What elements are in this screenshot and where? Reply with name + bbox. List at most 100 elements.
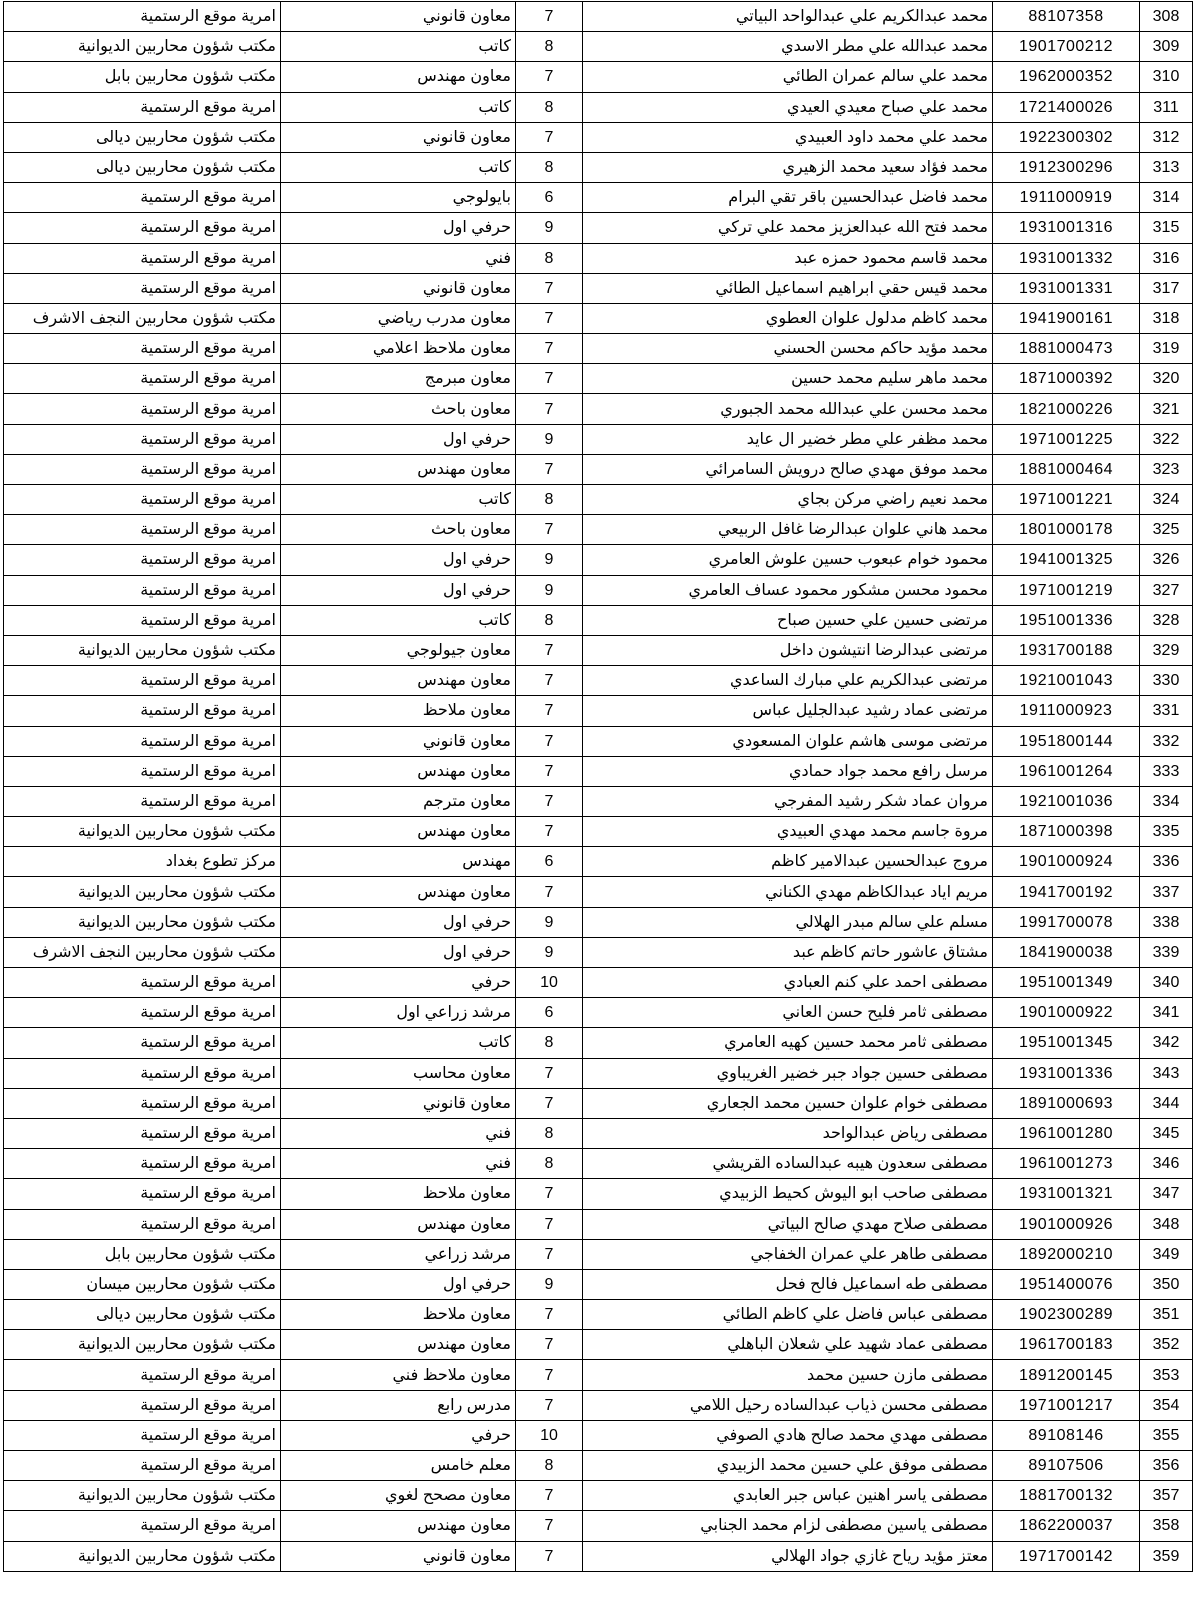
table-row: 312 1922300302 محمد علي محمد داود العبيدي 7… (3, 121, 1193, 153)
cell-grade-number: 7 (515, 302, 583, 335)
cell-full-name: محمد علي صباح معيدي العيدي (582, 91, 993, 123)
cell-office: امرية موقع الرستمية (3, 665, 281, 697)
cell-row-number: 311 (1139, 91, 1193, 123)
cell-office: امرية موقع الرستمية (3, 514, 281, 546)
cell-office: مكتب شؤون محاربين بابل (3, 1238, 281, 1270)
table-row: 315 1931001316 محمد فتح الله عبدالعزيز محم… (3, 212, 1193, 244)
cell-office: امرية موقع الرستمية (3, 785, 281, 818)
cell-id-number: 1961001264 (992, 755, 1140, 787)
cell-job-title: حرفي اول (280, 936, 516, 969)
table-row: 323 1881000464 محمد موفق مهدي صالح درويش ا… (3, 453, 1193, 486)
cell-job-title: معاون مهندس (280, 816, 516, 848)
cell-id-number: 1891200145 (992, 1359, 1140, 1391)
cell-office: امرية موقع الرستمية (3, 393, 281, 425)
cell-job-title: معلم خامس (280, 1449, 516, 1482)
table-row: 336 1901000924 مروج عبدالحسين عبدالامير كا… (3, 846, 1193, 878)
cell-grade-number: 7 (515, 1178, 583, 1210)
cell-grade-number: 8 (515, 242, 583, 274)
table-row: 342 1951001345 مصطفى ثامر محمد حسين كهيه ا… (3, 1027, 1193, 1059)
cell-id-number: 1931001332 (992, 242, 1140, 274)
cell-row-number: 315 (1139, 212, 1193, 244)
cell-row-number: 314 (1139, 182, 1193, 214)
cell-office: امرية موقع الرستمية (3, 91, 281, 123)
cell-grade-number: 7 (515, 1238, 583, 1270)
cell-id-number: 1862200037 (992, 1510, 1140, 1542)
cell-row-number: 358 (1139, 1510, 1193, 1542)
cell-row-number: 333 (1139, 755, 1193, 787)
table-row: 310 1962000352 محمد علي سالم عمران الطائي 7… (3, 61, 1193, 93)
cell-full-name: محمد عبدالله علي مطر الاسدي (582, 31, 993, 63)
cell-job-title: كاتب (280, 483, 516, 516)
cell-job-title: معاون جيولوجي (280, 634, 516, 667)
cell-grade-number: 7 (515, 0, 583, 33)
table-row: 320 1871000392 محمد ماهر سليم محمد حسين 7 مع… (3, 363, 1193, 395)
cell-job-title: حرفي اول (280, 544, 516, 576)
cell-full-name: مصطفى ياسر اهنين عباس جبر العابدي (582, 1480, 993, 1512)
cell-grade-number: 9 (515, 906, 583, 938)
table-row: 334 1921001036 مروان عماد شكر رشيد المفرجي… (3, 785, 1193, 818)
cell-grade-number: 6 (515, 182, 583, 214)
cell-id-number: 1951001345 (992, 1027, 1140, 1059)
cell-job-title: معاون قانوني (280, 121, 516, 153)
cell-grade-number: 7 (515, 816, 583, 848)
table-row: 354 1971001217 مصطفى محسن ذياب عبدالساده ر… (3, 1389, 1193, 1421)
cell-id-number: 1971001221 (992, 483, 1140, 516)
cell-job-title: كاتب (280, 91, 516, 123)
table-row: 348 1901000926 مصطفى صلاح مهدي صالح البيات… (3, 1208, 1193, 1240)
cell-office: امرية موقع الرستمية (3, 272, 281, 304)
cell-id-number: 88107358 (992, 0, 1140, 33)
cell-office: امرية موقع الرستمية (3, 363, 281, 395)
cell-row-number: 345 (1139, 1117, 1193, 1150)
cell-id-number: 1961001280 (992, 1117, 1140, 1150)
cell-grade-number: 7 (515, 725, 583, 757)
table-row: 352 1961700183 مصطفى عماد شهيد علي شعلان ا… (3, 1329, 1193, 1361)
cell-office: امرية موقع الرستمية (3, 1449, 281, 1482)
table-row: 330 1921001043 مرتضى عبدالكريم علي مبارك ا… (3, 665, 1193, 697)
cell-grade-number: 8 (515, 1117, 583, 1150)
cell-grade-number: 9 (515, 936, 583, 969)
cell-id-number: 1892000210 (992, 1238, 1140, 1270)
cell-full-name: محمد ماهر سليم محمد حسين (582, 363, 993, 395)
cell-row-number: 321 (1139, 393, 1193, 425)
cell-full-name: مروج عبدالحسين عبدالامير كاظم (582, 846, 993, 878)
cell-row-number: 319 (1139, 333, 1193, 365)
cell-grade-number: 7 (515, 333, 583, 365)
cell-row-number: 316 (1139, 242, 1193, 274)
cell-full-name: معتز مؤيد رياح غازي جواد الهلالي (582, 1540, 993, 1572)
table-row: 318 1941900161 محمد كاظم مدلول علوان العطو… (3, 302, 1193, 335)
cell-id-number: 89108146 (992, 1419, 1140, 1452)
cell-full-name: محمد عبدالكريم علي عبدالواحد البياتي (582, 0, 993, 33)
cell-id-number: 1901700212 (992, 31, 1140, 63)
table-row: 316 1931001332 محمد قاسم محمود حمزه عبد 8 فن… (3, 242, 1193, 274)
cell-job-title: معاون مهندس (280, 876, 516, 908)
cell-job-title: كاتب (280, 31, 516, 63)
cell-grade-number: 7 (515, 695, 583, 727)
cell-id-number: 1721400026 (992, 91, 1140, 123)
cell-job-title: معاون قانوني (280, 1087, 516, 1119)
cell-grade-number: 7 (515, 514, 583, 546)
cell-job-title: معاون محاسب (280, 1057, 516, 1089)
cell-row-number: 337 (1139, 876, 1193, 908)
cell-row-number: 335 (1139, 816, 1193, 848)
cell-id-number: 1971001217 (992, 1389, 1140, 1421)
cell-job-title: بايولوجي (280, 182, 516, 214)
personnel-table: 308 88107358 محمد عبدالكريم علي عبدالواحد … (3, 0, 1193, 1572)
cell-office: مكتب شؤون محاربين الديوانية (3, 1480, 281, 1512)
cell-job-title: حرفي اول (280, 212, 516, 244)
cell-row-number: 359 (1139, 1540, 1193, 1572)
cell-grade-number: 7 (515, 272, 583, 304)
cell-job-title: معاون مهندس (280, 665, 516, 697)
cell-office: امرية موقع الرستمية (3, 1419, 281, 1452)
cell-id-number: 1902300289 (992, 1299, 1140, 1331)
cell-full-name: محمد قيس حقي ابراهيم اسماعيل الطائي (582, 272, 993, 304)
cell-office: امرية موقع الرستمية (3, 966, 281, 999)
cell-id-number: 1931001316 (992, 212, 1140, 244)
cell-full-name: مصطفى ثامر محمد حسين كهيه العامري (582, 1027, 993, 1059)
cell-full-name: مريم اياد عبدالكاظم مهدي الكناني (582, 876, 993, 908)
cell-grade-number: 7 (515, 1389, 583, 1421)
cell-row-number: 331 (1139, 695, 1193, 727)
table-row: 308 88107358 محمد عبدالكريم علي عبدالواحد … (3, 0, 1193, 33)
cell-grade-number: 7 (515, 121, 583, 153)
cell-job-title: مهندس (280, 846, 516, 878)
cell-row-number: 351 (1139, 1299, 1193, 1331)
